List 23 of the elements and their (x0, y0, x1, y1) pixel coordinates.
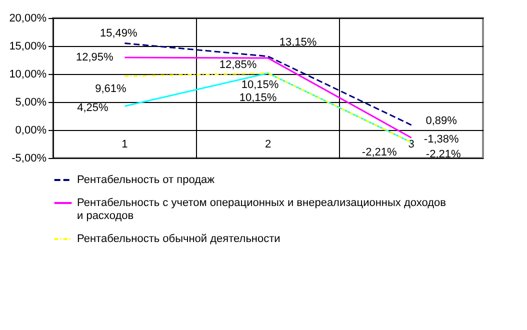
data-label: 9,61% (95, 83, 126, 96)
legend-label: Рентабельность с учетом операционных и внереализационных доходов и расходов (77, 197, 446, 222)
legend-label: Рентабельность от продаж (77, 174, 216, 186)
data-label: -2,21% (426, 148, 461, 160)
data-label: 10,15% (239, 92, 277, 104)
data-label: 12,95% (76, 51, 114, 64)
x-tick-label: 1 (122, 138, 128, 150)
y-tick-label: 20,00% (9, 12, 47, 24)
data-label: 10,15% (241, 79, 279, 92)
data-label: 12,85% (219, 59, 257, 72)
y-tick-label: 0,00% (15, 124, 47, 136)
data-label: 4,25% (77, 102, 108, 114)
y-tick-label: 5,00% (15, 96, 47, 108)
data-label: -1,38% (424, 134, 459, 146)
x-tick-label: 2 (264, 138, 272, 150)
data-label: -2,21% (362, 146, 397, 158)
y-tick-label: 15,00% (9, 40, 47, 52)
data-label: 15,49% (100, 27, 138, 40)
legend-label: Рентабельность обычной деятельности (77, 233, 280, 245)
data-label: 13,15% (279, 36, 317, 48)
y-tick-label: 10,00% (9, 68, 47, 80)
data-label: 0,89% (426, 115, 458, 128)
y-tick-label: -5,00% (12, 152, 47, 164)
